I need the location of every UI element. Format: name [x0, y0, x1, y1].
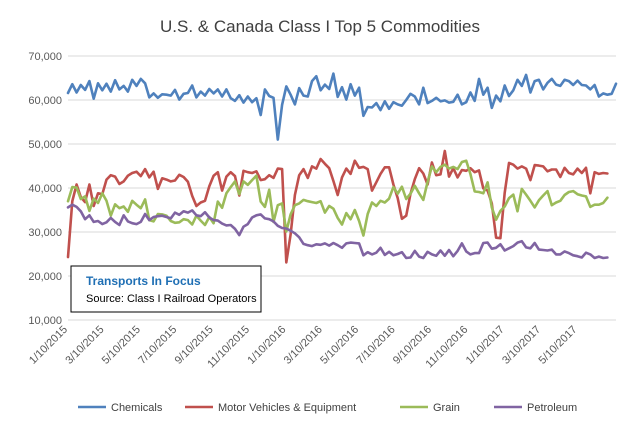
series-line-chemicals: [66, 72, 618, 141]
y-tick-label: 30,000: [28, 227, 62, 239]
series-lines: [66, 72, 618, 264]
series-line-motor-vehicles-equipment: [66, 149, 609, 264]
y-tick-label: 40,000: [28, 183, 62, 195]
y-tick-label: 60,000: [28, 95, 62, 107]
annotation-subtitle: Source: Class I Railroad Operators: [86, 293, 257, 305]
series-line-grain: [66, 159, 609, 237]
y-tick-label: 50,000: [28, 139, 62, 151]
series-line-petroleum: [66, 203, 609, 260]
legend-label: Grain: [433, 402, 460, 414]
legend-label: Chemicals: [111, 402, 163, 414]
legend-label: Motor Vehicles & Equipment: [218, 402, 356, 414]
y-axis-ticks: 10,000 20,000 30,000 40,000 50,000 60,000 70,0…: [28, 51, 62, 327]
legend-label: Petroleum: [527, 402, 577, 414]
y-tick-label: 10,000: [28, 315, 62, 327]
chart-title: U.S. & Canada Class I Top 5 Commodities: [160, 17, 480, 36]
annotation-title: Transports In Focus: [86, 274, 201, 288]
legend: Chemicals Motor Vehicles & Equipment Grain…: [78, 402, 577, 414]
annotation-box: Transports In Focus Source: Class I Rail…: [70, 265, 262, 313]
y-tick-label: 70,000: [28, 51, 62, 63]
y-tick-label: 20,000: [28, 271, 62, 283]
